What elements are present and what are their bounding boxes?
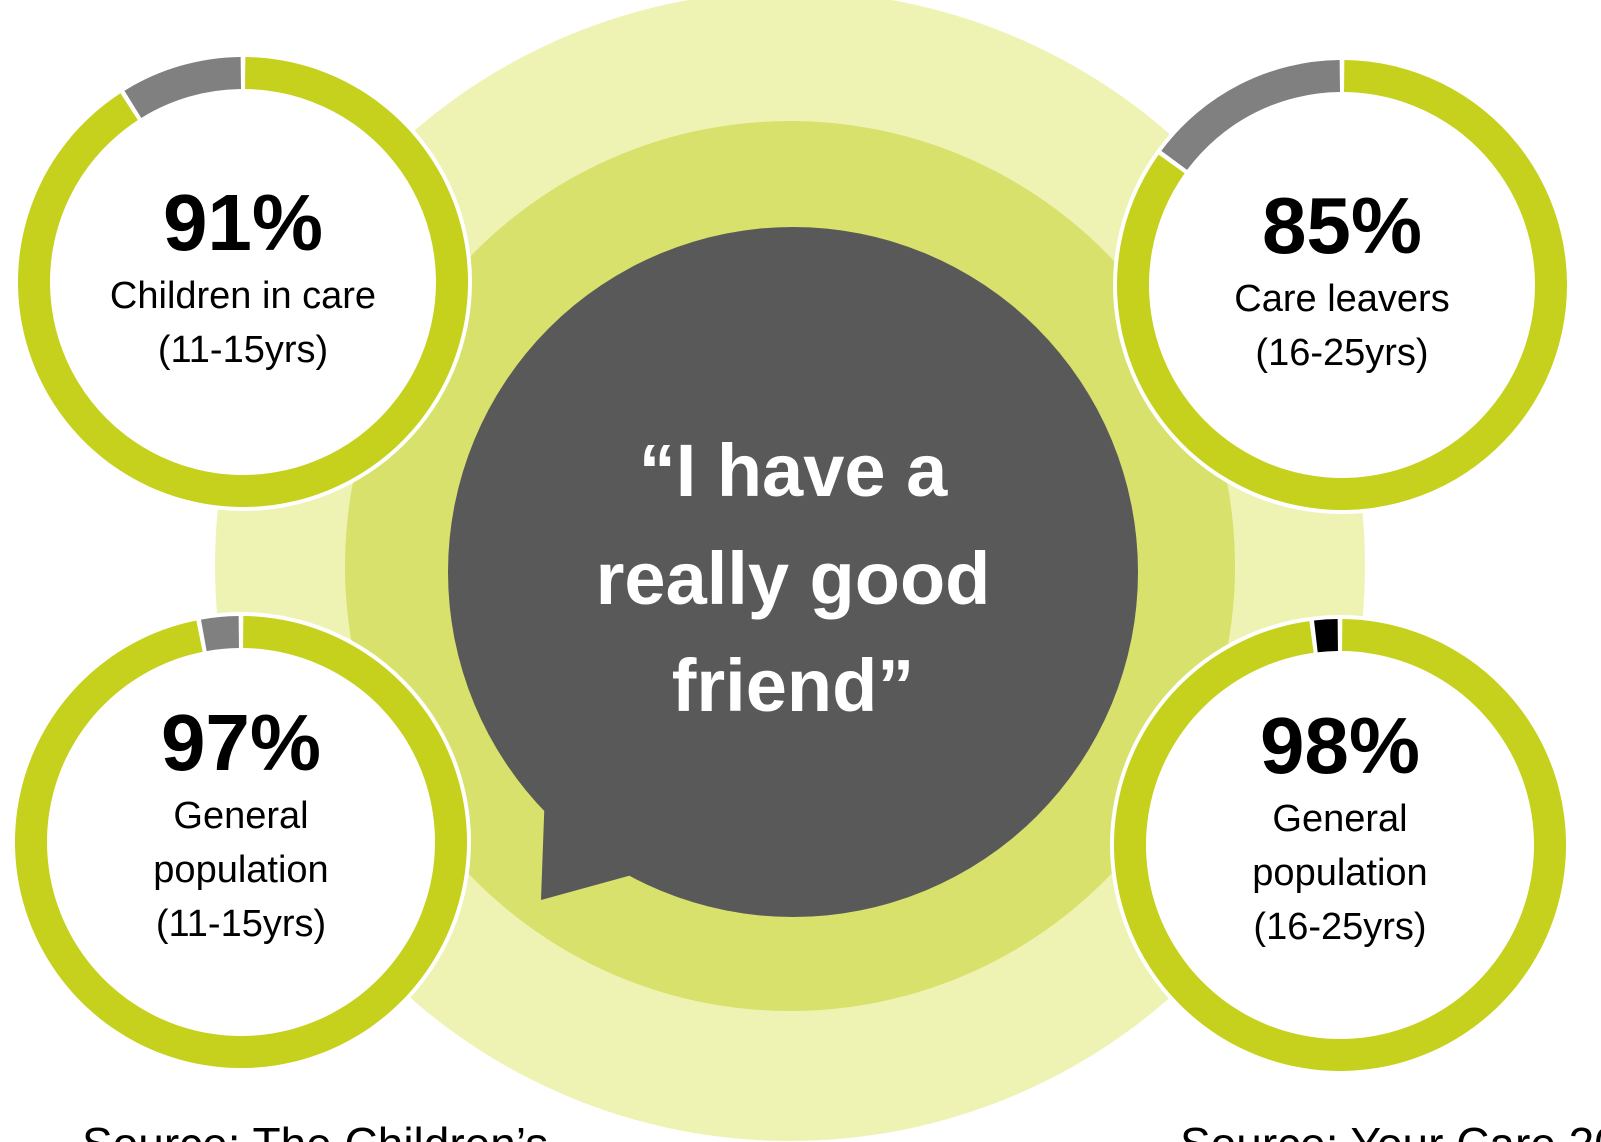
donut-charts: 91% Children in care (11-15yrs) 85% Care lea… bbox=[11, 53, 1571, 1075]
donut-chart-3: 97% General population (11-15yrs) bbox=[11, 612, 471, 1072]
donut-slice-remainder bbox=[124, 57, 241, 118]
donut-chart-1: 91% Children in care (11-15yrs) bbox=[14, 53, 472, 511]
donut-category-label: (11-15yrs) bbox=[156, 903, 326, 945]
donut-slice-remainder bbox=[1314, 619, 1338, 653]
donut-category-label: (16-25yrs) bbox=[1255, 332, 1428, 374]
donut-value-label: 85% bbox=[1262, 181, 1422, 270]
quote-line-3: friend” bbox=[672, 644, 915, 727]
quote-line-2: really good bbox=[596, 537, 991, 620]
donut-category-label: population bbox=[1252, 852, 1427, 894]
donut-value-label: 91% bbox=[163, 178, 323, 267]
donut-background bbox=[14, 53, 472, 511]
source-note-left: Source: The Children’s bbox=[82, 1118, 548, 1142]
donut-category-label: (16-25yrs) bbox=[1253, 906, 1426, 948]
donut-category-label: population bbox=[153, 849, 328, 891]
donut-value-label: 98% bbox=[1260, 701, 1420, 790]
donut-background bbox=[1110, 615, 1570, 1075]
source-note-right: Source: Your Care 202 bbox=[1180, 1118, 1601, 1142]
donut-background bbox=[1113, 56, 1571, 514]
speech-bubble bbox=[448, 227, 1138, 917]
donut-background bbox=[11, 612, 471, 1072]
donut-category-label: Children in care bbox=[110, 275, 376, 317]
quote-line-1: “I have a bbox=[639, 429, 948, 512]
donut-value-label: 97% bbox=[161, 698, 321, 787]
donut-category-label: (11-15yrs) bbox=[158, 329, 328, 371]
donut-category-label: Care leavers bbox=[1234, 278, 1449, 320]
donut-slice-remainder bbox=[200, 616, 239, 652]
donut-category-label: General bbox=[173, 795, 308, 837]
donut-category-label: General bbox=[1272, 798, 1407, 840]
donut-chart-2: 85% Care leavers (16-25yrs) bbox=[1113, 56, 1571, 514]
speech-bubble-body bbox=[448, 227, 1138, 917]
donut-chart-4: 98% General population (16-25yrs) bbox=[1110, 615, 1570, 1075]
donut-slice-remainder bbox=[1161, 60, 1340, 170]
